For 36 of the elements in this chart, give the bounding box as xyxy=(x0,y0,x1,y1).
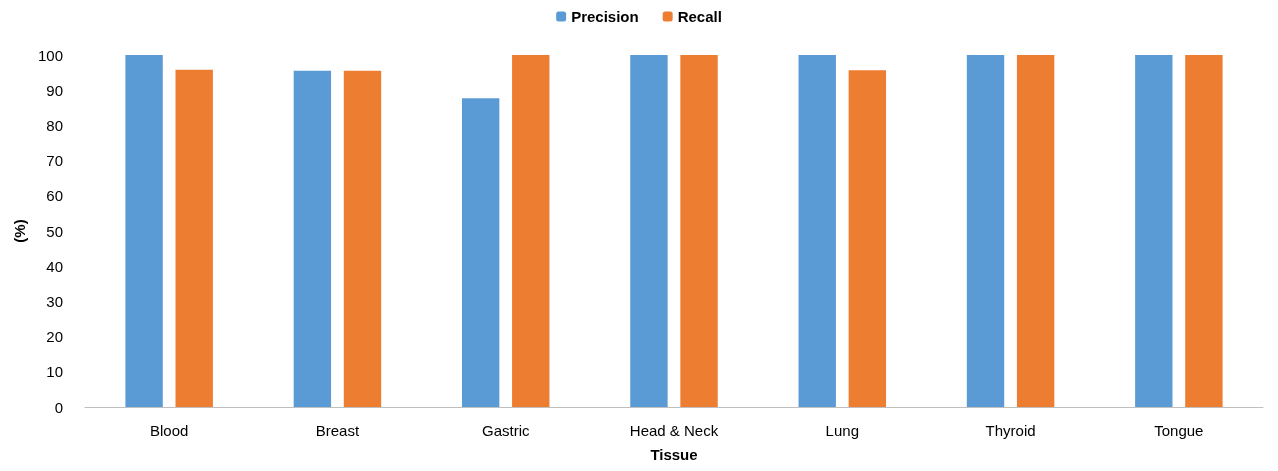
x-axis-title: Tissue xyxy=(650,446,698,463)
y-tick-label: 50 xyxy=(46,222,63,240)
bar xyxy=(175,69,213,407)
y-axis-title: (%) xyxy=(11,219,29,243)
bar xyxy=(1016,55,1055,407)
y-tick-label: 90 xyxy=(46,81,63,99)
bar xyxy=(680,55,718,407)
bar xyxy=(798,55,836,407)
y-tick-label: 40 xyxy=(46,257,63,275)
x-tick-label: Breast xyxy=(315,422,360,439)
x-tick-label: Gastric xyxy=(481,422,530,439)
bar xyxy=(966,55,1005,407)
bar xyxy=(630,55,668,407)
y-tick-label: 20 xyxy=(46,328,63,346)
legend-label: Precision xyxy=(571,8,639,25)
y-tick-label: 0 xyxy=(54,398,63,416)
bar xyxy=(848,70,887,407)
y-tick-label: 10 xyxy=(46,363,63,381)
y-tick-label: 100 xyxy=(37,46,63,64)
bar xyxy=(343,70,382,407)
y-tick-label: 30 xyxy=(46,292,63,310)
legend-label: Recall xyxy=(677,8,722,25)
x-tick-label: Thyroid xyxy=(985,422,1036,439)
bar xyxy=(1135,55,1173,407)
bar xyxy=(1185,55,1223,407)
bar xyxy=(461,98,500,407)
y-tick-label: 60 xyxy=(46,187,63,205)
bar xyxy=(293,70,332,407)
x-tick-label: Lung xyxy=(825,422,859,439)
bar xyxy=(512,55,550,407)
x-tick-label: Blood xyxy=(149,422,189,439)
y-tick-label: 80 xyxy=(46,116,63,134)
x-tick-label: Head & Neck xyxy=(629,422,719,439)
x-tick-label: Tongue xyxy=(1154,422,1204,439)
bar xyxy=(125,55,163,407)
y-tick-label: 70 xyxy=(46,152,63,170)
